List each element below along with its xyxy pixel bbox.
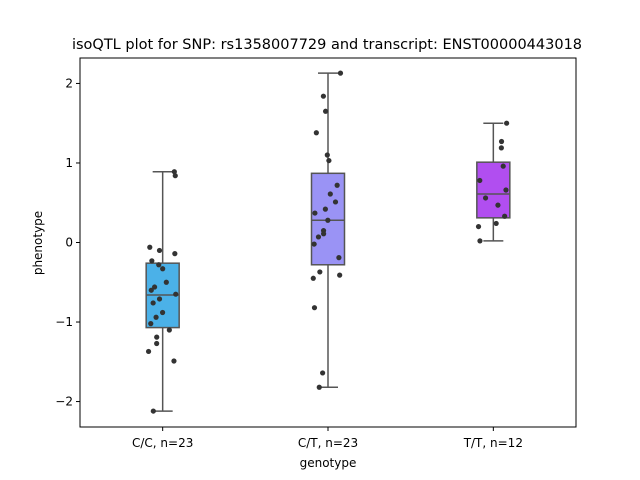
data-point: [154, 340, 160, 347]
data-point: [322, 206, 328, 212]
data-point: [337, 272, 343, 278]
plot-area: [145, 70, 511, 414]
x-tick-label: T/T, n=12: [463, 436, 523, 450]
data-point: [493, 220, 499, 227]
data-point: [156, 296, 163, 302]
data-point: [326, 157, 332, 164]
data-point: [325, 217, 331, 223]
data-point: [156, 247, 163, 254]
y-tick-label: 2: [65, 76, 73, 90]
y-tick-label: 1: [65, 156, 73, 170]
x-tick-label: C/T, n=23: [298, 436, 358, 450]
data-point: [311, 241, 317, 247]
data-point: [477, 177, 483, 184]
data-point: [498, 138, 505, 145]
data-point: [327, 191, 333, 197]
data-point: [502, 213, 508, 219]
data-point: [334, 182, 340, 188]
data-point: [477, 238, 483, 244]
data-point: [160, 266, 166, 272]
data-point: [149, 258, 155, 264]
data-point: [317, 269, 323, 275]
data-point: [316, 384, 322, 390]
x-tick-label: C/C, n=23: [132, 436, 193, 450]
data-point: [145, 348, 152, 355]
y-tick-label: −1: [55, 315, 73, 329]
x-axis-label: genotype: [300, 456, 357, 470]
data-point: [154, 334, 160, 340]
data-point: [163, 279, 169, 285]
data-point: [498, 145, 504, 151]
data-point: [337, 70, 344, 76]
box-group: [145, 169, 180, 414]
data-point: [172, 173, 178, 179]
data-point: [150, 408, 156, 414]
data-point: [503, 187, 509, 193]
data-point: [311, 305, 318, 311]
data-point: [336, 255, 342, 261]
axes: −2 −1 0 1 2 C/C, n=23 C/T, n=23 T/T, n=12: [55, 76, 523, 450]
data-point: [159, 309, 166, 316]
y-axis-label: phenotype: [31, 211, 45, 275]
data-point: [172, 251, 178, 257]
y-tick-label: 0: [65, 236, 73, 250]
data-point: [324, 152, 330, 158]
box-group: [310, 70, 346, 390]
data-point: [148, 287, 154, 293]
data-point: [320, 231, 327, 237]
data-point: [148, 321, 154, 327]
data-point: [166, 327, 172, 333]
data-point: [171, 169, 177, 175]
data-point: [156, 262, 162, 268]
y-tick-label: −2: [55, 395, 73, 409]
data-point: [310, 275, 316, 281]
data-point: [482, 195, 489, 201]
data-point: [153, 314, 159, 320]
data-point: [171, 358, 177, 364]
box-group: [475, 120, 511, 244]
data-point: [475, 223, 482, 230]
data-point: [320, 370, 326, 376]
data-point: [500, 163, 506, 169]
data-point: [495, 202, 501, 208]
data-point: [315, 234, 322, 240]
data-point: [151, 284, 158, 290]
data-point: [312, 210, 318, 216]
data-point: [504, 120, 510, 126]
data-point: [313, 130, 319, 136]
data-point: [150, 300, 156, 306]
chart-title: isoQTL plot for SNP: rs1358007729 and tr…: [72, 37, 582, 53]
data-point: [322, 108, 329, 114]
data-point: [332, 199, 339, 205]
data-point: [173, 291, 179, 297]
data-point: [320, 93, 327, 99]
data-point: [147, 244, 153, 250]
